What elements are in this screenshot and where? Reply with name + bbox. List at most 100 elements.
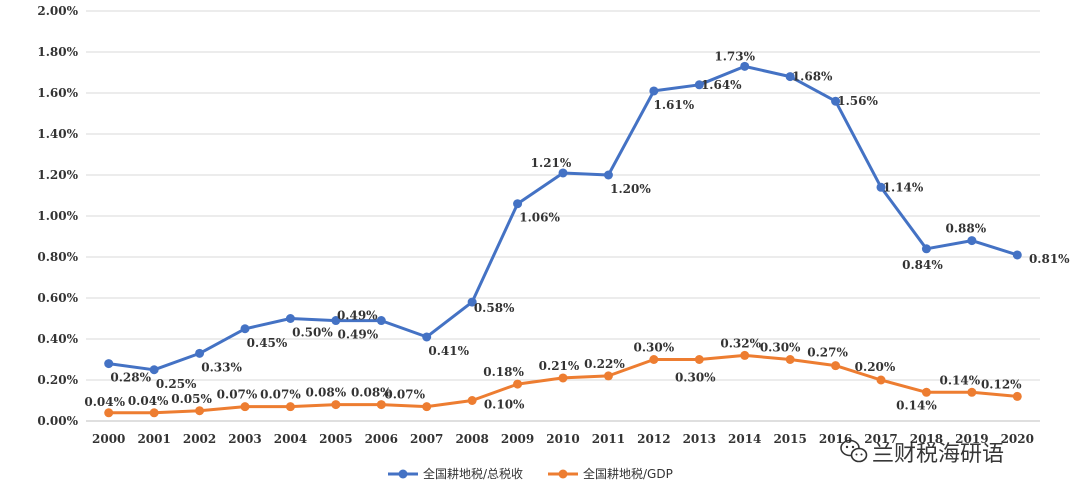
data-label: 0.88% bbox=[946, 222, 987, 236]
x-tick-label: 2007 bbox=[410, 432, 443, 446]
x-tick-label: 2012 bbox=[637, 432, 670, 446]
data-label: 1.73% bbox=[714, 49, 755, 63]
legend: 全国耕地税/总税收 全国耕地税/GDP bbox=[388, 466, 673, 481]
data-point bbox=[785, 72, 795, 82]
data-label: 0.33% bbox=[201, 360, 242, 374]
data-point bbox=[967, 236, 977, 246]
data-label: 0.21% bbox=[539, 359, 580, 373]
data-point bbox=[240, 324, 250, 334]
y-tick-label: 0.80% bbox=[37, 250, 78, 264]
data-label: 0.14% bbox=[940, 373, 981, 387]
legend-label: 全国耕地税/GDP bbox=[583, 466, 673, 481]
data-label: 0.28% bbox=[110, 371, 151, 385]
data-point bbox=[149, 408, 159, 418]
data-point bbox=[831, 96, 841, 106]
y-tick-label: 1.60% bbox=[37, 86, 78, 100]
data-label: 1.06% bbox=[519, 211, 560, 225]
x-tick-label: 2015 bbox=[773, 432, 806, 446]
data-label: 1.14% bbox=[883, 180, 924, 194]
x-tick-label: 2004 bbox=[274, 432, 307, 446]
x-tick-label: 2010 bbox=[546, 432, 579, 446]
y-tick-label: 1.40% bbox=[37, 127, 78, 141]
data-label: 1.64% bbox=[701, 78, 742, 92]
data-label: 0.07% bbox=[384, 388, 425, 402]
data-label: 0.12% bbox=[981, 377, 1022, 391]
data-point bbox=[831, 361, 841, 371]
watermark-text: 兰财税海研语 bbox=[872, 442, 1004, 467]
data-point bbox=[149, 365, 159, 375]
wechat-icon bbox=[840, 439, 868, 463]
data-label: 0.08% bbox=[351, 386, 392, 400]
data-point bbox=[104, 408, 114, 418]
data-point bbox=[422, 332, 432, 342]
data-point bbox=[876, 375, 886, 385]
legend-swatch-marker bbox=[558, 469, 568, 479]
data-label: 1.20% bbox=[610, 182, 651, 196]
data-label: 0.84% bbox=[902, 258, 943, 272]
data-label: 0.04% bbox=[128, 394, 169, 408]
data-label: 0.58% bbox=[474, 301, 515, 315]
data-label: 0.41% bbox=[428, 344, 469, 358]
data-labels: 0.28% 0.25% 0.33% 0.45% 0.50% 0.49% 0.49% 0.41%… bbox=[84, 49, 1070, 412]
data-label: 0.30% bbox=[675, 371, 716, 385]
y-tick-label: 0.40% bbox=[37, 332, 78, 346]
data-point bbox=[740, 61, 750, 71]
data-label: 1.21% bbox=[531, 156, 572, 170]
data-label: 0.50% bbox=[292, 326, 333, 340]
y-tick-label: 1.00% bbox=[37, 209, 78, 223]
data-point bbox=[603, 170, 613, 180]
legend-item-1: 全国耕地税/GDP bbox=[548, 466, 673, 481]
data-point bbox=[195, 348, 205, 358]
data-label: 0.30% bbox=[634, 341, 675, 355]
data-label: 0.08% bbox=[306, 386, 347, 400]
x-tick-label: 2018 bbox=[910, 432, 943, 446]
data-point bbox=[694, 355, 704, 364]
x-tick-label: 2017 bbox=[864, 432, 897, 446]
data-point bbox=[513, 199, 523, 209]
y-tick-label: 1.20% bbox=[37, 168, 78, 182]
x-tick-label: 2003 bbox=[228, 432, 261, 446]
data-point bbox=[785, 355, 795, 364]
x-tick-label: 2002 bbox=[183, 432, 216, 446]
x-tick-label: 2019 bbox=[955, 432, 988, 446]
x-tick-label: 2000 bbox=[92, 432, 125, 446]
data-label: 0.18% bbox=[483, 365, 524, 379]
data-point bbox=[558, 373, 568, 383]
x-axis: 2000 2001 2002 2003 2004 2005 2006 2007 2008 2009… bbox=[92, 432, 1034, 446]
data-point bbox=[876, 182, 886, 192]
x-tick-label: 2011 bbox=[592, 432, 625, 446]
x-tick-label: 2005 bbox=[319, 432, 352, 446]
data-point bbox=[376, 400, 386, 410]
data-label: 1.61% bbox=[654, 98, 695, 112]
grid-lines bbox=[86, 10, 1040, 422]
data-point bbox=[921, 244, 931, 254]
y-tick-label: 0.00% bbox=[37, 414, 78, 428]
y-tick-label: 0.60% bbox=[37, 291, 78, 305]
data-label: 0.05% bbox=[171, 392, 212, 406]
data-label: 0.49% bbox=[338, 328, 379, 342]
series-layer bbox=[104, 61, 1022, 418]
data-label: 1.68% bbox=[792, 70, 833, 84]
data-point bbox=[1012, 250, 1022, 260]
data-point bbox=[467, 396, 477, 405]
data-point bbox=[422, 402, 432, 412]
y-tick-label: 0.20% bbox=[37, 373, 78, 387]
data-point bbox=[921, 387, 931, 397]
data-label: 0.20% bbox=[855, 360, 896, 374]
data-label: 0.07% bbox=[260, 388, 301, 402]
x-tick-label: 2008 bbox=[455, 432, 488, 446]
data-label: 0.27% bbox=[807, 346, 848, 360]
data-point bbox=[285, 314, 295, 323]
data-point bbox=[649, 355, 659, 364]
x-tick-label: 2014 bbox=[728, 432, 761, 446]
legend-label: 全国耕地税/总税收 bbox=[423, 466, 523, 481]
data-point bbox=[513, 379, 523, 389]
data-label: 0.04% bbox=[84, 395, 125, 409]
data-label: 1.56% bbox=[837, 94, 878, 108]
data-point bbox=[967, 387, 977, 397]
data-point bbox=[104, 359, 114, 369]
x-tick-label: 2013 bbox=[683, 432, 716, 446]
data-label: 0.32% bbox=[720, 336, 761, 350]
data-label: 0.10% bbox=[484, 398, 525, 412]
